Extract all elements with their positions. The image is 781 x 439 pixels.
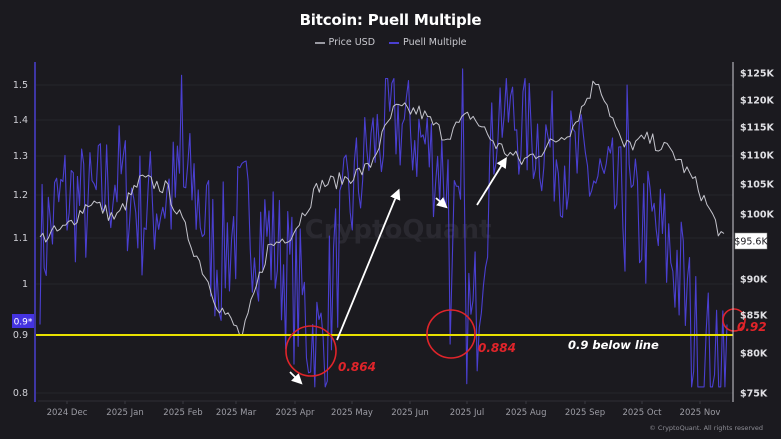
svg-text:$75K: $75K bbox=[740, 389, 768, 400]
svg-text:$90K: $90K bbox=[740, 275, 768, 286]
chart-legend: Price USD Puell Multiple bbox=[0, 37, 781, 48]
chart-title: Bitcoin: Puell Multiple bbox=[299, 11, 482, 29]
svg-text:2025 Apr: 2025 Apr bbox=[275, 408, 315, 418]
legend-item-price[interactable]: Price USD bbox=[314, 37, 376, 48]
svg-text:$120K: $120K bbox=[740, 96, 774, 107]
svg-text:$125K: $125K bbox=[740, 69, 774, 80]
svg-text:1: 1 bbox=[22, 279, 28, 290]
legend-label-puell: Puell Multiple bbox=[403, 37, 467, 48]
svg-text:1.2: 1.2 bbox=[13, 190, 28, 201]
svg-text:2025 Mar: 2025 Mar bbox=[216, 408, 257, 418]
legend-label-price: Price USD bbox=[328, 37, 376, 48]
legend-swatch-puell bbox=[389, 41, 400, 44]
svg-text:2025 Aug: 2025 Aug bbox=[506, 408, 547, 418]
svg-text:0.864: 0.864 bbox=[338, 360, 376, 374]
svg-text:1.5: 1.5 bbox=[13, 80, 28, 91]
svg-text:$115K: $115K bbox=[740, 123, 774, 134]
svg-text:2025 Jun: 2025 Jun bbox=[391, 408, 429, 418]
axes: 1.5 1.4 1.3 1.2 1.1 1 0.9 0.8 0.9* $125K $120K $115… bbox=[12, 62, 774, 418]
copyright-text: © CryptoQuant. All rights reserved bbox=[649, 424, 763, 432]
svg-text:2025 Jul: 2025 Jul bbox=[450, 408, 485, 418]
svg-text:$105K: $105K bbox=[740, 180, 774, 191]
svg-text:0.8: 0.8 bbox=[13, 388, 28, 399]
callouts: 0.864 0.884 0.92 bbox=[285, 308, 767, 377]
svg-text:2025 Oct: 2025 Oct bbox=[622, 408, 662, 418]
svg-text:$110K: $110K bbox=[740, 151, 774, 162]
puell-multiple-series bbox=[39, 68, 728, 388]
svg-text:$95.6K: $95.6K bbox=[734, 237, 768, 248]
svg-text:0.884: 0.884 bbox=[478, 341, 516, 355]
trend-arrows bbox=[289, 156, 507, 385]
svg-text:1.1: 1.1 bbox=[13, 233, 28, 244]
svg-text:2025 May: 2025 May bbox=[331, 408, 373, 418]
legend-item-puell[interactable]: Puell Multiple bbox=[389, 37, 466, 48]
svg-text:0.9: 0.9 bbox=[13, 330, 28, 341]
svg-text:$85K: $85K bbox=[740, 311, 768, 322]
legend-swatch-price bbox=[314, 41, 325, 44]
svg-text:2025 Nov: 2025 Nov bbox=[680, 408, 721, 418]
svg-text:1.3: 1.3 bbox=[13, 151, 28, 162]
threshold-line: 0.9 below line bbox=[36, 334, 733, 352]
svg-text:2025 Feb: 2025 Feb bbox=[163, 408, 202, 418]
svg-text:0.92: 0.92 bbox=[737, 320, 767, 334]
svg-text:$80K: $80K bbox=[740, 349, 768, 360]
svg-text:$100K: $100K bbox=[740, 210, 774, 221]
svg-text:2024 Dec: 2024 Dec bbox=[47, 408, 88, 418]
svg-text:2025 Jan: 2025 Jan bbox=[106, 408, 143, 418]
svg-text:CryptoQuant: CryptoQuant bbox=[305, 215, 492, 245]
price-series bbox=[39, 80, 725, 336]
svg-text:2025 Sep: 2025 Sep bbox=[565, 408, 605, 418]
watermark: CryptoQuant bbox=[305, 215, 492, 245]
svg-text:0.9 below line: 0.9 below line bbox=[568, 338, 659, 352]
svg-text:1.4: 1.4 bbox=[13, 115, 28, 126]
svg-text:0.9*: 0.9* bbox=[14, 318, 33, 328]
